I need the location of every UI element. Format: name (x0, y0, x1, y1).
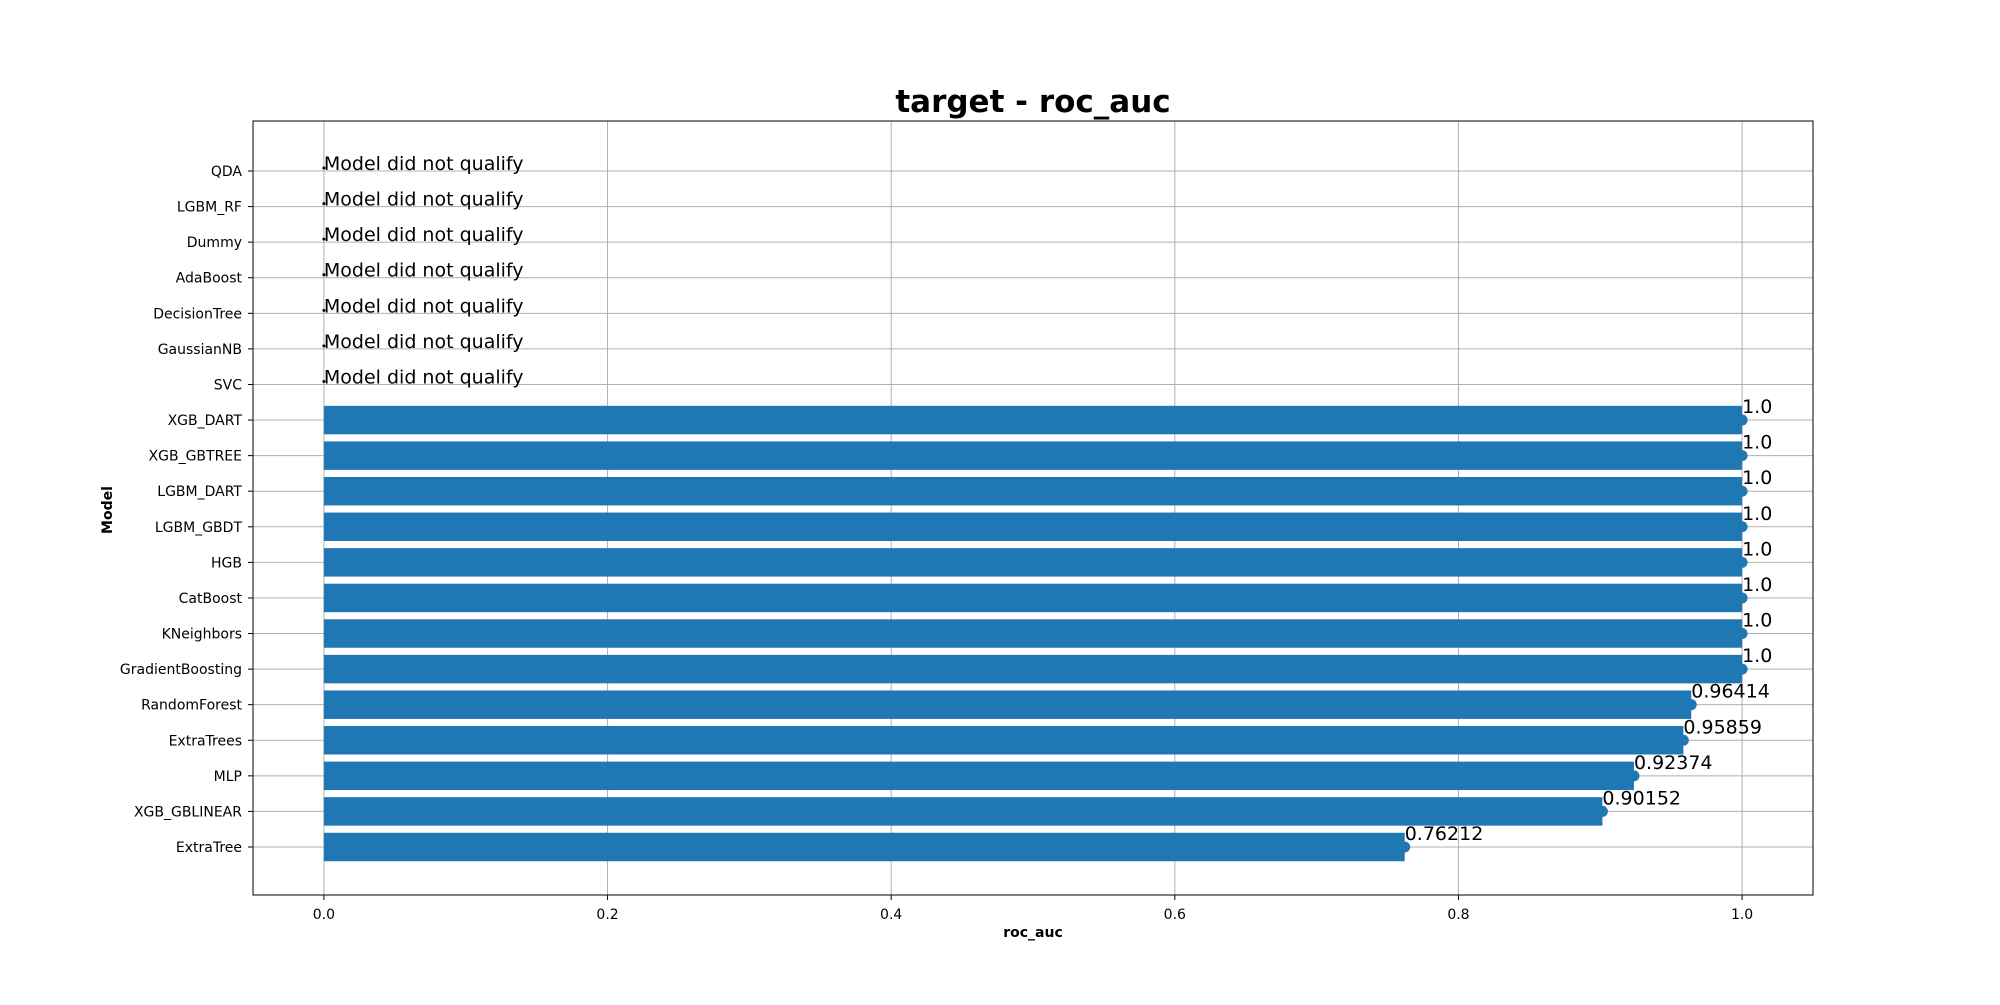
empty-marker (322, 273, 326, 277)
bar-end-marker (1736, 485, 1748, 497)
data-label-gradientboosting: 1.0 (1742, 645, 1772, 667)
category-label-mlp: MLP (214, 769, 242, 785)
data-label-kneighbors: 1.0 (1742, 610, 1772, 632)
data-label-extratrees: 0.95859 (1683, 716, 1762, 738)
not-qualified-label-svc: Model did not qualify (324, 366, 524, 388)
bar-lgbm-dart (323, 476, 1743, 506)
x-axis-label: roc_auc (1003, 925, 1063, 941)
data-label-xgb-dart: 1.0 (1742, 396, 1772, 418)
bar-end-marker (1736, 628, 1748, 640)
category-label-randomforest: RandomForest (141, 698, 242, 714)
x-tick-label: 0.4 (880, 907, 902, 923)
bar-end-marker (1736, 521, 1748, 533)
category-label-adaboost: AdaBoost (176, 271, 243, 287)
category-label-xgb-gblinear: XGB_GBLINEAR (134, 804, 242, 820)
data-label-hgb: 1.0 (1742, 538, 1772, 560)
empty-marker (322, 237, 326, 241)
data-label-xgb-gbtree: 1.0 (1742, 432, 1772, 454)
bar-end-marker (1677, 734, 1689, 746)
x-tick-label: 0.0 (313, 907, 335, 923)
empty-marker (322, 202, 326, 206)
bar-randomforest (323, 690, 1692, 719)
not-qualified-label-dummy: Model did not qualify (324, 224, 524, 246)
category-label-catboost: CatBoost (179, 591, 243, 607)
bar-gradientboosting (323, 654, 1743, 684)
category-label-decisiontree: DecisionTree (153, 306, 242, 322)
data-label-catboost: 1.0 (1742, 574, 1772, 596)
category-label-xgb-gbtree: XGB_GBTREE (149, 449, 242, 465)
x-tick-label: 0.8 (1447, 907, 1469, 923)
bar-hgb (323, 548, 1743, 577)
bar-extratree (323, 832, 1405, 862)
category-label-hgb: HGB (211, 555, 242, 571)
data-label-extratree: 0.76212 (1405, 823, 1484, 845)
bar-xgb-gbtree (323, 441, 1743, 470)
bar-end-marker (1736, 556, 1748, 568)
category-label-extratrees: ExtraTrees (169, 733, 242, 749)
chart-title: target - roc_auc (895, 84, 1170, 120)
not-qualified-label-gaussiannb: Model did not qualify (324, 331, 524, 353)
x-tick-label: 1.0 (1731, 907, 1753, 923)
not-qualified-label-decisiontree: Model did not qualify (324, 295, 524, 317)
bar-lgbm-gbdt (323, 512, 1743, 542)
bar-end-marker (1628, 770, 1640, 782)
not-qualified-label-qda: Model did not qualify (324, 153, 524, 175)
category-label-xgb-dart: XGB_DART (168, 413, 243, 429)
data-label-randomforest: 0.96414 (1691, 681, 1770, 703)
category-label-qda: QDA (211, 164, 243, 180)
y-axis-label: Model (100, 486, 116, 534)
category-label-extratree: ExtraTree (176, 840, 242, 856)
not-qualified-label-adaboost: Model did not qualify (324, 260, 524, 282)
empty-marker (322, 308, 326, 312)
bar-end-marker (1736, 663, 1748, 675)
x-tick-label: 0.6 (1164, 907, 1186, 923)
category-label-gaussiannb: GaussianNB (158, 342, 242, 358)
category-label-svc: SVC (214, 377, 242, 393)
empty-marker (322, 166, 326, 170)
label-layer: Model did not qualify Model did not quali… (324, 153, 1772, 845)
category-label-lgbm-gbdt: LGBM_GBDT (155, 520, 243, 536)
bar-layer (322, 166, 1748, 862)
bar-end-marker (1685, 699, 1697, 711)
bar-end-marker (1399, 841, 1411, 853)
x-tick-label: 0.2 (596, 907, 618, 923)
data-label-lgbm-dart: 1.0 (1742, 467, 1772, 489)
category-label-dummy: Dummy (187, 235, 242, 251)
bar-catboost (323, 583, 1743, 613)
category-label-lgbm-rf: LGBM_RF (177, 200, 242, 216)
category-label-lgbm-dart: LGBM_DART (157, 484, 242, 500)
bar-kneighbors (323, 619, 1743, 648)
category-label-kneighbors: KNeighbors (162, 627, 242, 643)
bar-end-marker (1736, 592, 1748, 604)
bar-extratrees (323, 726, 1684, 755)
bar-end-marker (1736, 450, 1748, 462)
category-label-gradientboosting: GradientBoosting (120, 662, 242, 678)
empty-marker (322, 379, 326, 383)
data-label-mlp: 0.92374 (1634, 752, 1713, 774)
tick-layer: 0.0 0.2 0.4 0.6 0.8 1.0 QDA LGBM_RF Dummy AdaBoos… (120, 164, 1753, 923)
empty-marker (322, 344, 326, 348)
bar-xgb-dart (323, 405, 1743, 435)
bar-end-marker (1596, 805, 1608, 817)
bar-end-marker (1736, 414, 1748, 426)
not-qualified-label-lgbm-rf: Model did not qualify (324, 189, 524, 211)
bar-xgb-gblinear (323, 797, 1603, 826)
data-label-xgb-gblinear: 0.90152 (1602, 787, 1681, 809)
data-label-lgbm-gbdt: 1.0 (1742, 503, 1772, 525)
bar-mlp (323, 761, 1634, 791)
plot-frame (252, 120, 1814, 896)
